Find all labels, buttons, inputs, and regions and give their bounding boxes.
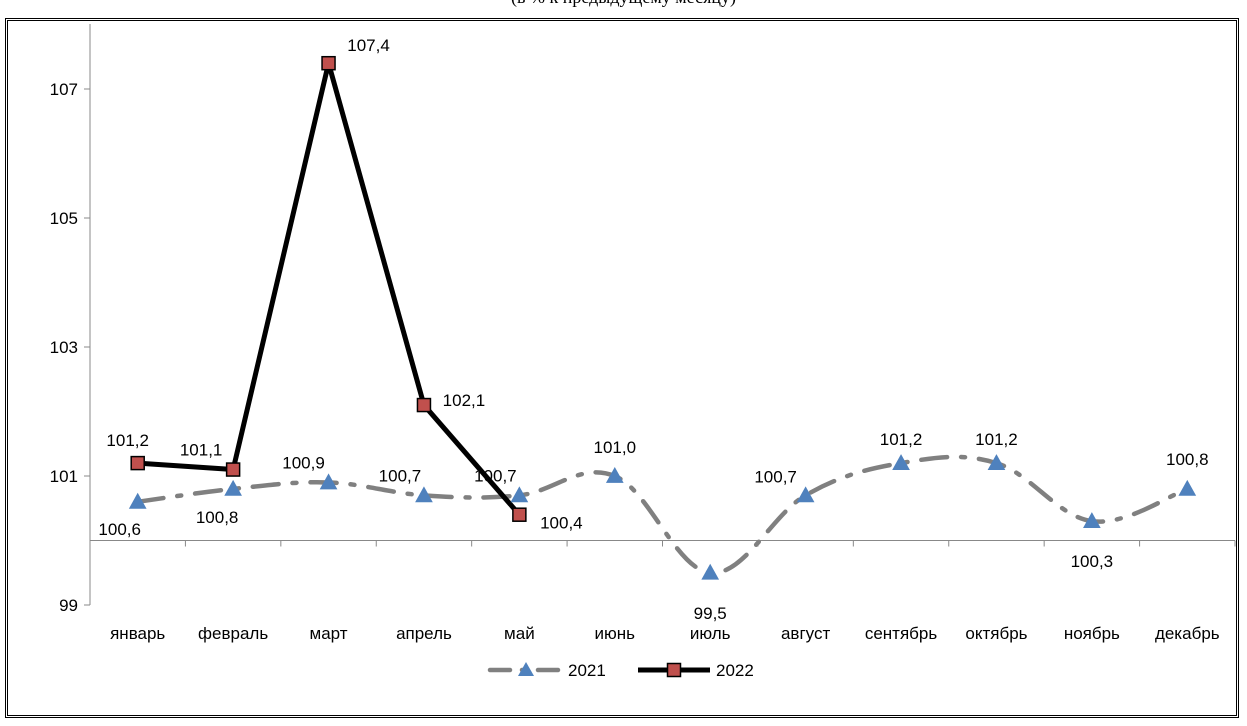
marker-2021-point xyxy=(796,486,815,503)
x-tick-label: июль xyxy=(690,624,731,643)
y-tick-label: 103 xyxy=(50,338,78,357)
marker-2021-point xyxy=(1178,479,1197,496)
y-tick-label: 105 xyxy=(50,209,78,228)
marker-2021-point xyxy=(892,454,910,470)
x-tick-label: январь xyxy=(110,624,165,643)
chart-subtitle: (в % к предыдущему месяцу) xyxy=(0,0,1247,8)
series-markers xyxy=(128,55,1197,580)
series-lines xyxy=(135,60,1190,576)
x-tick-label: октябрь xyxy=(965,624,1027,643)
data-label-2022: 107,4 xyxy=(347,36,390,55)
x-tick-label: август xyxy=(781,624,830,643)
data-labels: 100,6 100,8 100,9 100,7 100,7 101,0 99,5 100,7 1… xyxy=(98,36,1208,623)
marker-2021-point xyxy=(701,563,720,580)
data-label-2021: 100,9 xyxy=(282,453,325,472)
marker-2022-point xyxy=(416,397,432,413)
y-tick-label: 101 xyxy=(50,467,78,486)
data-label-2022: 102,1 xyxy=(443,391,486,410)
data-label-2021: 99,5 xyxy=(694,604,727,623)
legend-label-2021: 2021 xyxy=(568,661,606,680)
data-label-2021: 100,8 xyxy=(1166,450,1209,469)
legend-label-2022: 2022 xyxy=(716,661,754,680)
marker-2021-point xyxy=(605,466,624,483)
marker-2022-point xyxy=(225,462,241,477)
legend: 2021 2022 xyxy=(487,661,754,680)
x-tick-label: июнь xyxy=(595,624,636,643)
marker-2021-point xyxy=(415,486,433,503)
x-tick-label: март xyxy=(310,624,348,643)
data-label-2021: 100,7 xyxy=(379,466,422,485)
data-label-2021: 100,7 xyxy=(754,467,797,486)
marker-2022-point xyxy=(130,455,145,471)
data-label-2022: 101,1 xyxy=(180,441,223,460)
data-label-2022: 101,2 xyxy=(106,431,149,450)
marker-2021-point xyxy=(128,492,147,509)
x-tick-label: сентябрь xyxy=(865,624,938,643)
marker-2021-point xyxy=(224,479,242,496)
x-tick-label: апрель xyxy=(396,624,452,643)
marker-2021-point xyxy=(510,486,529,503)
data-label-2021: 100,3 xyxy=(1071,552,1114,571)
y-tick-label: 99 xyxy=(59,596,78,615)
data-label-2021: 100,6 xyxy=(98,520,141,539)
chart-frame xyxy=(5,18,1239,718)
y-tick-label: 107 xyxy=(50,80,78,99)
data-label-2021: 100,8 xyxy=(196,508,239,527)
data-label-2021: 100,7 xyxy=(474,466,517,485)
x-tick-label: декабрь xyxy=(1155,624,1220,643)
axes: 99 101 103 105 107 январь февраль март апрель май… xyxy=(50,24,1236,643)
marker-2021-point xyxy=(319,473,338,490)
data-label-2021: 101,2 xyxy=(880,430,923,449)
x-tick-label: ноябрь xyxy=(1064,624,1120,643)
legend-marker-2021 xyxy=(518,662,534,676)
data-label-2021: 101,2 xyxy=(975,430,1018,449)
series-line-2021 xyxy=(135,454,1190,576)
data-label-2021: 101,0 xyxy=(594,438,637,457)
marker-2022-point xyxy=(512,507,527,522)
marker-2022-point xyxy=(321,55,336,71)
marker-2021-point xyxy=(1083,512,1101,529)
data-label-2022: 100,4 xyxy=(540,514,583,533)
legend-marker-2022 xyxy=(666,662,682,678)
marker-2021-point xyxy=(987,454,1006,470)
x-tick-label: май xyxy=(504,624,535,643)
x-tick-label: февраль xyxy=(198,624,268,643)
